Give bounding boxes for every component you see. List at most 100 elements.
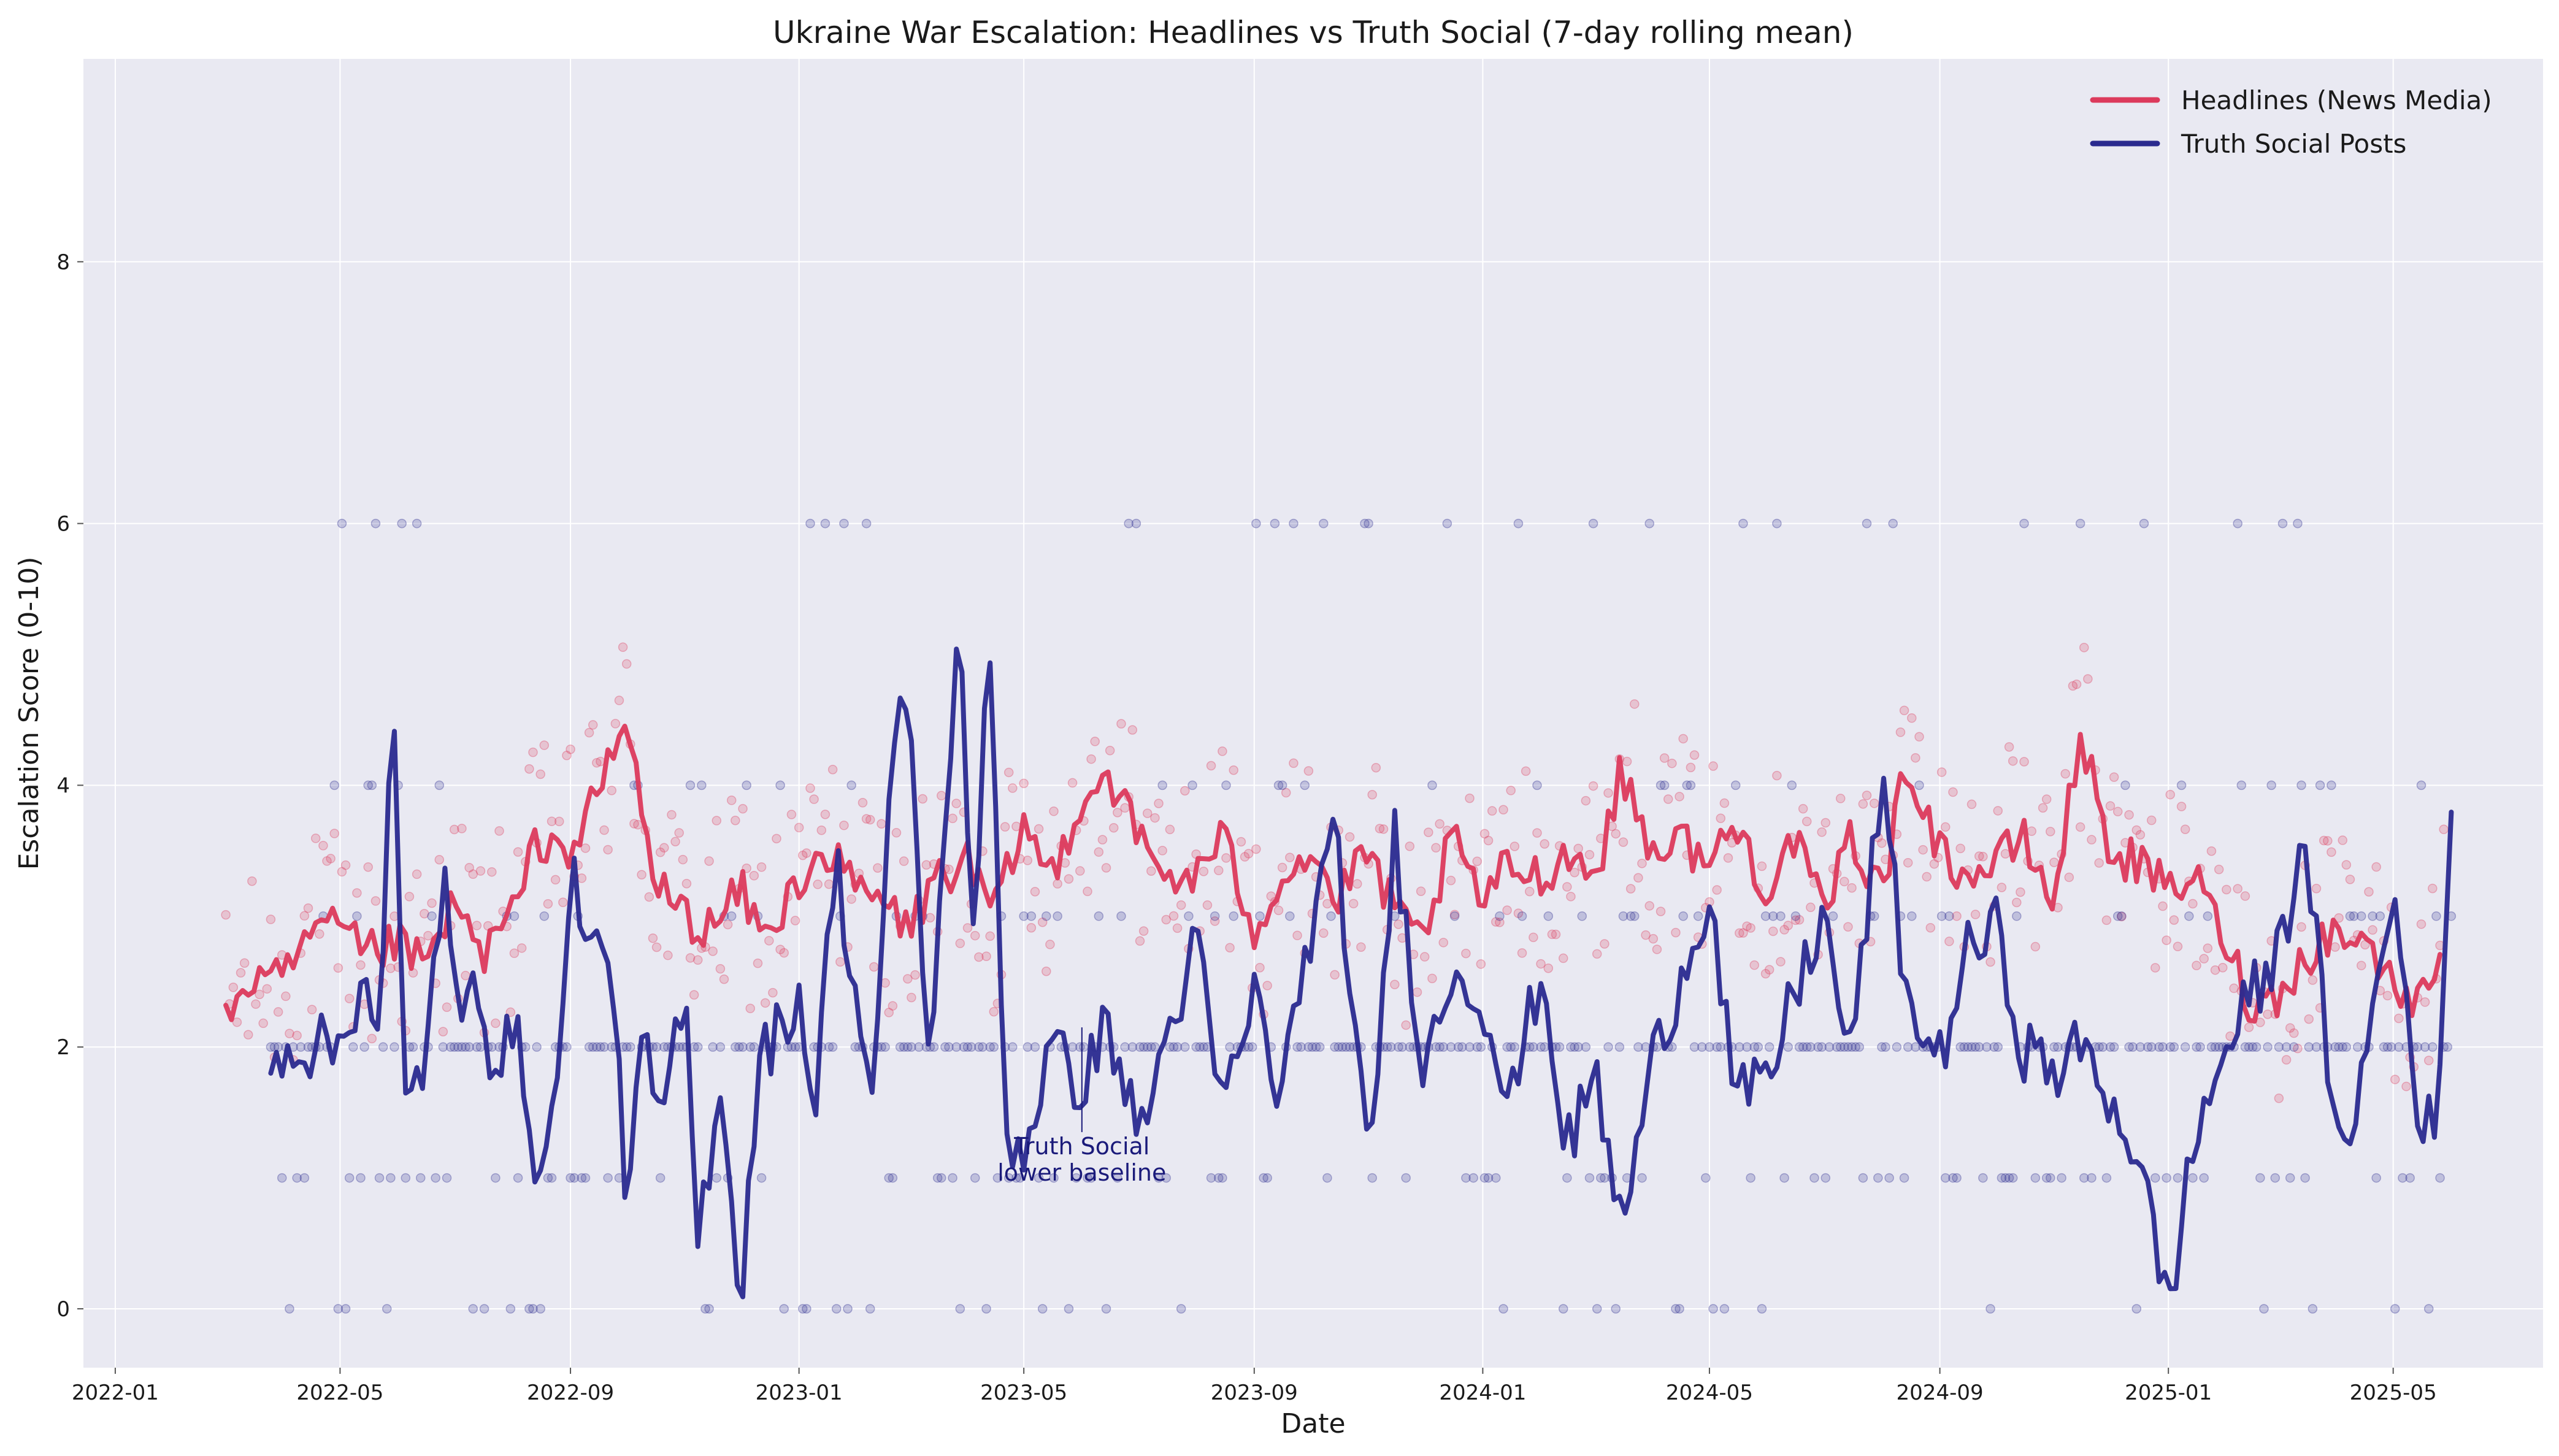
truth-point xyxy=(700,1304,710,1314)
headline-point xyxy=(236,968,246,978)
headline-point xyxy=(2041,794,2052,804)
truth-point xyxy=(2146,1042,2157,1052)
headline-point xyxy=(2150,963,2160,973)
truth-point xyxy=(434,780,445,791)
headline-point xyxy=(352,888,362,898)
truth-point xyxy=(1689,1042,1700,1052)
truth-point xyxy=(479,1304,489,1314)
x-tick-label: 2022-09 xyxy=(527,1381,614,1405)
truth-point xyxy=(2203,911,2213,921)
headline-point xyxy=(2439,824,2449,835)
truth-point xyxy=(344,1173,355,1183)
truth-point xyxy=(1708,1304,1718,1314)
headline-point xyxy=(857,798,868,808)
headline-point xyxy=(689,990,699,1000)
headline-point xyxy=(2401,1081,2411,1092)
headline-point xyxy=(2049,857,2059,867)
truth-point xyxy=(1300,780,1310,791)
truth-point xyxy=(2098,1042,2108,1052)
headline-point xyxy=(1862,791,1872,800)
headline-point xyxy=(937,791,946,801)
truth-point xyxy=(2247,1042,2258,1052)
headline-point xyxy=(285,1029,294,1038)
truth-point xyxy=(1581,1042,1591,1052)
truth-point xyxy=(2428,1042,2438,1052)
truth-point xyxy=(655,1173,666,1183)
headline-point xyxy=(1427,973,1437,984)
headline-point xyxy=(1655,906,1666,916)
headline-point xyxy=(1218,746,1227,756)
truth-point xyxy=(1394,1042,1403,1052)
truth-point xyxy=(2379,1042,2389,1052)
headline-point xyxy=(2000,849,2011,859)
headline-point xyxy=(367,1033,377,1044)
headline-point xyxy=(461,970,470,981)
headline-point xyxy=(1479,829,1490,839)
headline-point xyxy=(2131,825,2142,835)
truth-point xyxy=(1955,1042,1965,1052)
truth-point xyxy=(2188,1173,2198,1183)
headline-point xyxy=(1742,921,1752,932)
headline-point xyxy=(1603,788,1613,798)
headline-point xyxy=(2240,891,2250,901)
truth-point xyxy=(2184,911,2194,921)
headline-point xyxy=(659,843,669,853)
truth-point xyxy=(827,1042,838,1052)
truth-point xyxy=(2330,1042,2340,1052)
truth-point xyxy=(2334,1042,2344,1052)
truth-point xyxy=(2382,1042,2393,1052)
truth-point xyxy=(1903,1042,1913,1052)
truth-point xyxy=(1820,1173,1831,1183)
truth-point xyxy=(1993,1042,2003,1052)
headline-point xyxy=(472,921,482,930)
headline-point xyxy=(1843,922,1853,932)
truth-point xyxy=(363,780,373,791)
truth-point xyxy=(592,1042,602,1052)
x-tick-label: 2025-01 xyxy=(2125,1381,2212,1405)
truth-point xyxy=(2423,1304,2434,1314)
truth-point xyxy=(535,1304,545,1314)
annotation: Truth Social lower baseline xyxy=(997,1027,1166,1186)
truth-point xyxy=(1510,1042,1520,1052)
headline-point xyxy=(670,837,680,847)
truth-point xyxy=(1273,780,1284,791)
headline-point xyxy=(888,1001,898,1011)
truth-point xyxy=(1517,911,1527,921)
headline-point xyxy=(1262,981,1272,990)
headline-point xyxy=(1401,1020,1411,1030)
headline-point xyxy=(1367,789,1377,800)
headline-point xyxy=(1779,925,1789,935)
truth-point xyxy=(1959,1042,1970,1052)
truth-point xyxy=(1686,780,1696,791)
truth-point xyxy=(1071,1173,1081,1183)
truth-point xyxy=(779,1304,789,1314)
headline-point xyxy=(1914,732,1924,742)
headline-point xyxy=(1625,884,1636,894)
headline-point xyxy=(2281,1055,2292,1065)
headline-point xyxy=(322,856,332,866)
headline-point xyxy=(266,914,276,924)
headline-point xyxy=(1003,767,1014,778)
headline-point xyxy=(918,794,927,804)
truth-point xyxy=(959,1042,969,1052)
truth-point xyxy=(1506,1042,1516,1052)
headline-point xyxy=(1746,923,1755,933)
headline-point xyxy=(2382,990,2393,1001)
truth-point xyxy=(299,1173,310,1183)
truth-point xyxy=(974,1042,984,1052)
truth-point xyxy=(1127,1042,1138,1052)
truth-point xyxy=(2345,911,2355,921)
headline-point xyxy=(333,963,343,973)
headline-point xyxy=(2323,836,2333,846)
headline-point xyxy=(749,871,759,881)
truth-point xyxy=(843,1304,853,1314)
truth-point xyxy=(1978,1173,1988,1183)
truth-point xyxy=(356,1173,366,1183)
headline-point xyxy=(813,879,823,889)
headline-point xyxy=(2019,757,2029,767)
headline-point xyxy=(457,824,467,833)
headline-point xyxy=(1532,828,1542,838)
truth-point xyxy=(1603,1042,1613,1052)
headline-point xyxy=(1749,960,1759,970)
truth-point xyxy=(1783,1042,1793,1052)
